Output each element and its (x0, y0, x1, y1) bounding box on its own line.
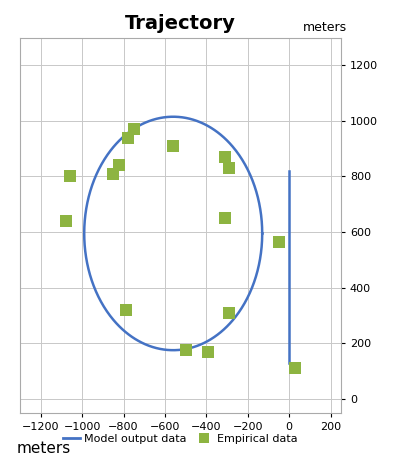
Text: meters: meters (17, 441, 71, 456)
Point (182, 347, 189, 354)
Point (63, 217, 69, 225)
Point (170, 142, 176, 150)
Point (222, 214, 228, 222)
Point (67, 173, 73, 180)
Title: Trajectory: Trajectory (125, 14, 236, 33)
Legend: Model output data, Empirical data: Model output data, Empirical data (59, 430, 302, 448)
Point (116, 162, 123, 169)
Point (226, 165, 232, 172)
Point (292, 364, 298, 372)
Point (124, 134, 131, 141)
Text: meters: meters (303, 21, 347, 34)
Point (226, 309, 232, 317)
Point (275, 238, 282, 246)
Point (205, 348, 212, 356)
Point (131, 126, 137, 133)
Point (110, 170, 116, 177)
Point (122, 306, 129, 314)
Point (222, 153, 228, 161)
